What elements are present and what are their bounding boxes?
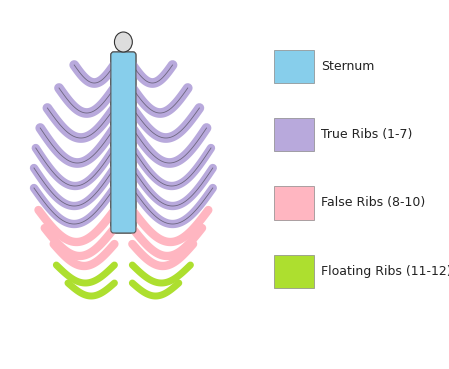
Text: False Ribs (8-10): False Ribs (8-10) (321, 196, 425, 210)
FancyBboxPatch shape (111, 52, 136, 233)
FancyBboxPatch shape (111, 52, 136, 233)
Text: Sternum: Sternum (321, 60, 374, 73)
Ellipse shape (114, 32, 132, 52)
Text: True Ribs (1-7): True Ribs (1-7) (321, 128, 413, 141)
Text: Floating Ribs (11-12): Floating Ribs (11-12) (321, 265, 449, 278)
